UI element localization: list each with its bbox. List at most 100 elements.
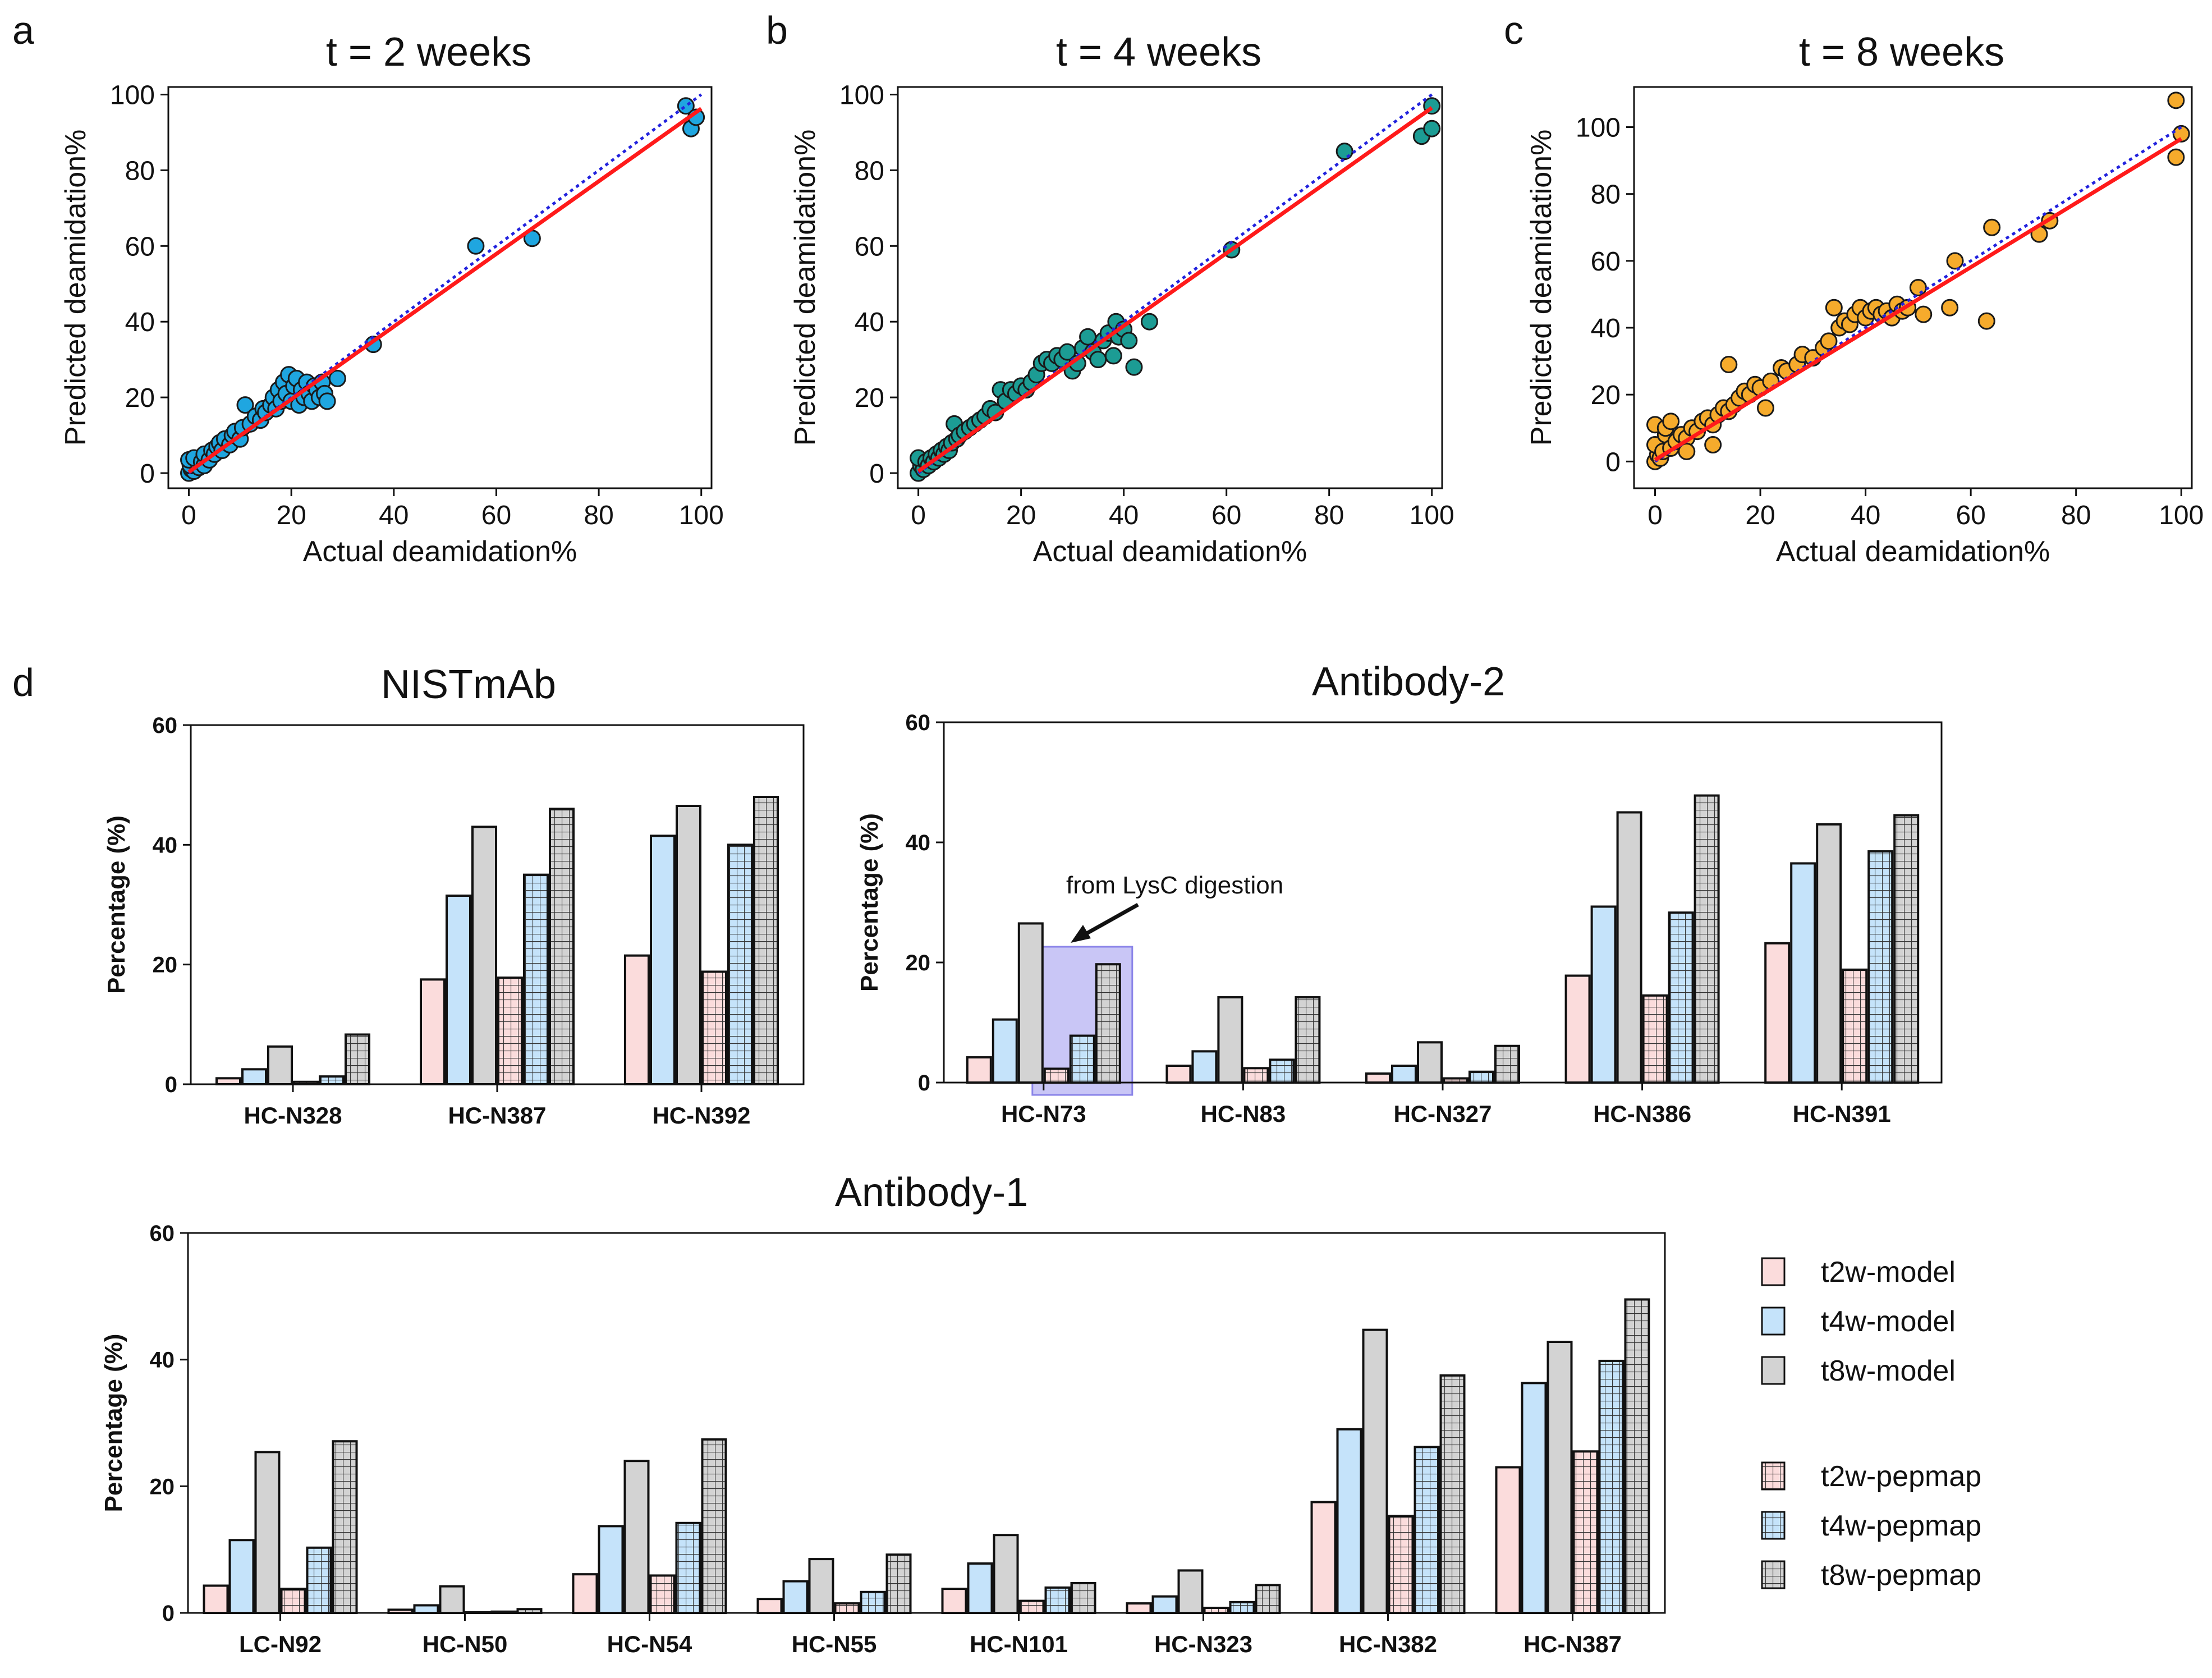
category-label: HC-N55	[792, 1631, 877, 1657]
bar-t8w-pepmap-hc-n382	[1439, 1374, 1466, 1614]
bar-t2w-model-hc-n382	[1310, 1501, 1337, 1615]
bar-t4w-pepmap-hc-n387	[523, 873, 549, 1085]
bar-t4w-pepmap-hc-n391	[1867, 850, 1894, 1084]
y-tick-label: 100	[110, 80, 155, 110]
bar-t8w-model-hc-n392	[676, 805, 701, 1085]
y-axis-label: Predicted deamidation%	[59, 130, 92, 446]
bar-t8w-model-hc-n83	[1217, 996, 1243, 1084]
bar-t4w-pepmap-hc-n55	[860, 1590, 886, 1614]
bar-t4w-model-hc-n382	[1336, 1428, 1362, 1615]
y-tick-label: 60	[906, 710, 931, 735]
bar-t4w-model-hc-n101	[967, 1562, 993, 1614]
bar-t8w-model-lc-n92	[254, 1451, 281, 1614]
panel-label-d: d	[12, 661, 34, 704]
category-label: HC-N387	[1523, 1631, 1622, 1657]
bar-t8w-pepmap-hc-n387	[549, 808, 575, 1086]
bar-chart-nistmab: NISTmAb 0 20 40 60 Percentage (%) HC-N328 HC-N3…	[103, 662, 805, 1129]
y-tick-label: 0	[918, 1071, 930, 1095]
data-point	[2167, 91, 2185, 109]
chart-title: t = 2 weeks	[326, 30, 531, 75]
bar-t2w-model-lc-n92	[203, 1584, 229, 1615]
x-axis-label: Actual deamidation%	[1776, 535, 2050, 568]
bar-t8w-model-hc-n73	[1017, 922, 1044, 1084]
scatter-chart-b: t = 4 weeks 0 20 40 60 80 100 0 20 40 60 80 100 Actua…	[789, 30, 1454, 568]
data-point	[1423, 120, 1441, 137]
category-label: HC-N50	[423, 1631, 508, 1657]
y-tick-label: 20	[1591, 380, 1621, 410]
bar-t4w-pepmap-hc-n327	[1468, 1070, 1494, 1084]
y-tick-label: 20	[855, 383, 884, 413]
bar-t4w-model-lc-n92	[228, 1539, 255, 1615]
chart-title: NISTmAb	[381, 662, 556, 707]
data-point	[1720, 356, 1738, 374]
lysc-annotation: from LysC digestion	[1066, 872, 1283, 943]
legend-label-t8w-pepmap: t8w-pepmap	[1821, 1559, 1981, 1592]
legend-swatch-t4w-model	[1761, 1306, 1786, 1336]
legend-swatch-t2w-pepmap	[1761, 1461, 1786, 1491]
plot-frame	[897, 86, 1443, 489]
y-tick-label: 40	[153, 833, 178, 858]
bar-t4w-pepmap-hc-n328	[319, 1075, 345, 1085]
annotation-arrowhead	[1071, 925, 1091, 943]
bar-t8w-model-hc-n328	[267, 1045, 293, 1086]
bar-t2w-model-hc-n101	[941, 1588, 967, 1614]
bar-t2w-model-hc-n327	[1365, 1072, 1391, 1084]
bar-t8w-model-hc-n327	[1417, 1041, 1443, 1084]
y-axis-label: Percentage (%)	[856, 813, 883, 992]
bar-t4w-pepmap-hc-n382	[1414, 1446, 1440, 1615]
y-tick-label: 80	[125, 156, 155, 186]
bar-t2w-pepmap-hc-n392	[701, 970, 727, 1086]
data-point	[1678, 442, 1696, 460]
panel-label-b: b	[766, 8, 788, 52]
bar-t2w-pepmap-hc-n386	[1642, 994, 1668, 1084]
category-label: HC-N392	[652, 1102, 750, 1129]
bar-t2w-model-hc-n83	[1165, 1065, 1192, 1084]
bar-t4w-pepmap-hc-n54	[675, 1521, 701, 1614]
y-tick-label: 80	[855, 156, 884, 186]
x-tick-label: 80	[1314, 501, 1344, 530]
y-tick-label: 60	[1591, 247, 1621, 277]
bar-t4w-model-hc-n83	[1191, 1050, 1218, 1084]
data-point	[2167, 148, 2185, 166]
data-point	[236, 396, 254, 414]
data-point	[1915, 305, 1933, 323]
legend-label-t8w-model: t8w-model	[1821, 1355, 1956, 1387]
category-label: HC-N387	[448, 1102, 546, 1129]
plot-frame	[187, 1232, 1666, 1614]
plot-frame	[943, 721, 1943, 1084]
plot-frame	[190, 724, 805, 1085]
x-tick-label: 60	[481, 501, 511, 530]
bar-t4w-model-hc-n50	[413, 1604, 439, 1614]
data-point	[467, 237, 485, 255]
category-label: HC-N101	[970, 1631, 1068, 1657]
data-point	[1909, 279, 1927, 296]
bar-t2w-model-hc-n391	[1764, 942, 1791, 1084]
y-axis-label: Predicted deamidation%	[1525, 130, 1558, 446]
bar-t8w-model-hc-n387	[471, 826, 497, 1086]
x-tick-label: 0	[1647, 501, 1663, 530]
y-tick-label: 0	[162, 1601, 175, 1626]
bar-t2w-pepmap-hc-n83	[1243, 1067, 1269, 1084]
bar-t2w-model-hc-n323	[1126, 1602, 1152, 1614]
bar-t8w-model-hc-n323	[1177, 1569, 1204, 1614]
y-tick-label: 0	[140, 459, 155, 489]
y-tick-label: 60	[125, 232, 155, 262]
bar-t4w-model-hc-n55	[782, 1580, 809, 1614]
bar-t8w-model-hc-n382	[1362, 1328, 1388, 1614]
bar-t2w-pepmap-hc-n387	[497, 976, 523, 1085]
bar-t8w-pepmap-hc-n54	[701, 1438, 727, 1614]
x-tick-label: 80	[584, 501, 613, 530]
bar-t8w-pepmap-hc-n387	[1624, 1298, 1650, 1615]
bar-t4w-pepmap-hc-n387	[1598, 1359, 1624, 1614]
bar-t8w-pepmap-hc-n386	[1694, 794, 1720, 1084]
y-tick-label: 40	[906, 831, 931, 855]
category-label: HC-N386	[1593, 1101, 1691, 1127]
bar-t2w-model-hc-n392	[624, 954, 650, 1085]
data-point	[1825, 299, 1843, 317]
data-point	[318, 392, 336, 410]
annotation-text: from LysC digestion	[1066, 872, 1283, 899]
data-point	[1104, 347, 1122, 365]
chart-title: t = 8 weeks	[1799, 30, 2004, 75]
x-tick-label: 20	[276, 501, 306, 530]
y-axis-label: Predicted deamidation%	[789, 130, 822, 446]
